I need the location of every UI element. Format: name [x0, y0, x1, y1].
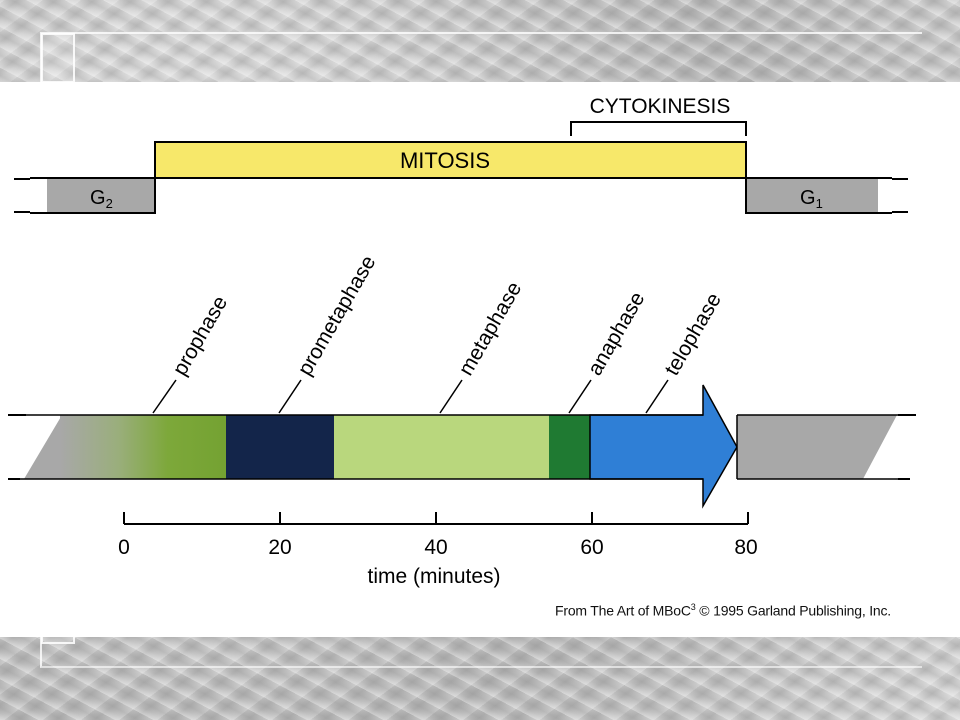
metaphase-segment — [334, 415, 549, 479]
g2-label: G2 — [90, 187, 113, 211]
prometaphase-label: prometaphase — [293, 252, 380, 380]
prometaphase-leader — [278, 379, 302, 414]
telophase-label: telophase — [660, 289, 725, 379]
top-left-corner-mark — [41, 33, 75, 83]
g2-outline — [30, 177, 156, 214]
phase-leaders — [152, 379, 669, 414]
time-axis-label: time (minutes) — [367, 565, 500, 588]
anaphase-leader — [568, 379, 592, 414]
time-axis — [123, 512, 749, 525]
lower-bar-edge-dashes — [8, 414, 916, 480]
figure-credit: From The Art of MBoC3 © 1995 Garland Pub… — [555, 602, 891, 619]
interphase-right-segment — [737, 415, 897, 479]
cytokinesis-bracket — [570, 121, 747, 136]
tick-label-0: 0 — [118, 536, 130, 559]
tick-label-80: 80 — [734, 536, 757, 559]
tick-label-40: 40 — [424, 536, 447, 559]
cytokinesis-label: CYTOKINESIS — [590, 95, 731, 118]
metaphase-leader — [439, 379, 463, 414]
top-bar-edge-dashes — [14, 178, 908, 213]
tick-label-20: 20 — [268, 536, 291, 559]
mitosis-bar — [154, 141, 747, 179]
prophase-leader — [152, 379, 177, 414]
anaphase-segment — [549, 415, 590, 479]
prophase-segment — [60, 415, 226, 479]
telophase-arrow — [589, 384, 738, 509]
metaphase-label: metaphase — [454, 278, 526, 379]
mitosis-timeline-figure: CYTOKINESIS G2 MITOSIS G1 — [0, 82, 960, 637]
anaphase-label: anaphase — [583, 288, 649, 379]
prophase-label: prophase — [168, 292, 232, 379]
tick-label-60: 60 — [580, 536, 603, 559]
timeline-diagram: CYTOKINESIS G2 MITOSIS G1 — [8, 95, 916, 588]
telophase-leader — [645, 379, 669, 414]
mitosis-label: MITOSIS — [400, 148, 490, 173]
g1-box — [746, 178, 878, 213]
prometaphase-segment — [226, 415, 334, 479]
g1-label: G1 — [800, 187, 823, 211]
g1-outline — [745, 177, 892, 214]
g2-box — [47, 178, 155, 213]
